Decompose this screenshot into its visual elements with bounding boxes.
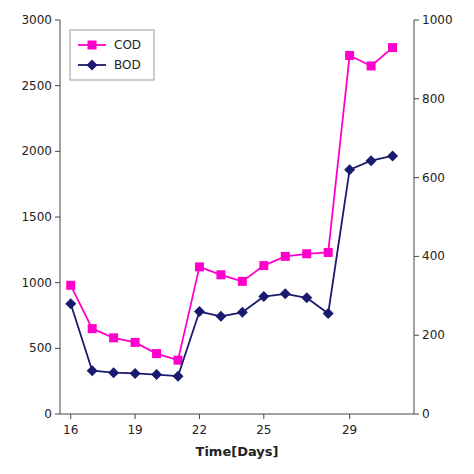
marker-diamond — [87, 60, 98, 71]
marker-diamond — [323, 308, 334, 319]
marker-diamond — [258, 291, 269, 302]
y2-tick-label: 1000 — [422, 13, 453, 27]
x-axis-label: Time[Days] — [196, 444, 279, 459]
y2-tick — [414, 414, 419, 415]
y-tick-label: 1500 — [21, 210, 52, 224]
x-tick-label: 22 — [192, 423, 207, 437]
x-tick-label: 25 — [256, 423, 271, 437]
marker-square — [131, 338, 140, 347]
y-tick — [55, 414, 60, 415]
y-tick — [55, 282, 60, 283]
y-tick — [55, 151, 60, 152]
marker-square — [88, 41, 97, 50]
y-tick — [55, 20, 60, 21]
marker-diamond — [215, 311, 226, 322]
legend-box — [70, 30, 154, 80]
y2-tick — [414, 256, 419, 257]
x-tick — [70, 414, 71, 419]
marker-diamond — [366, 155, 377, 166]
y-tick-label: 2500 — [21, 79, 52, 93]
x-tick — [263, 414, 264, 419]
marker-square — [367, 61, 376, 70]
x-tick — [349, 414, 350, 419]
y-tick-label: 1000 — [21, 276, 52, 290]
y2-tick-label: 400 — [422, 249, 445, 263]
marker-square — [238, 277, 247, 286]
marker-diamond — [194, 306, 205, 317]
marker-square — [345, 51, 354, 60]
y2-tick-label: 800 — [422, 92, 445, 106]
marker-square — [195, 262, 204, 271]
marker-diamond — [344, 164, 355, 175]
plot-area — [65, 43, 398, 382]
y2-axis-line — [414, 20, 415, 414]
marker-diamond — [301, 292, 312, 303]
marker-diamond — [387, 150, 398, 161]
legend-label: BOD — [114, 58, 141, 72]
marker-diamond — [151, 369, 162, 380]
legend-label: COD — [114, 38, 141, 52]
marker-square — [66, 281, 75, 290]
y-tick-label: 2000 — [21, 144, 52, 158]
marker-square — [281, 252, 290, 261]
y2-tick-label: 200 — [422, 328, 445, 342]
marker-diamond — [173, 371, 184, 382]
y2-tick — [414, 177, 419, 178]
y-tick — [55, 348, 60, 349]
y-tick — [55, 217, 60, 218]
marker-square — [324, 248, 333, 257]
y-tick-label: 500 — [29, 341, 52, 355]
y2-tick — [414, 20, 419, 21]
marker-square — [174, 356, 183, 365]
marker-diamond — [280, 288, 291, 299]
marker-diamond — [108, 367, 119, 378]
marker-diamond — [130, 368, 141, 379]
marker-square — [388, 43, 397, 52]
marker-square — [109, 333, 118, 342]
marker-square — [216, 270, 225, 279]
series-0 — [66, 43, 397, 365]
x-axis-line — [60, 414, 414, 415]
axes: 16 19 22 25 29 0 500 1000 1500 2000 2500 3000 0 200 40… — [21, 13, 452, 437]
marker-square — [88, 324, 97, 333]
y2-tick — [414, 335, 419, 336]
marker-diamond — [65, 298, 76, 309]
y2-tick-label: 0 — [422, 407, 430, 421]
y-tick-label: 0 — [44, 407, 52, 421]
marker-square — [152, 349, 161, 358]
x-tick — [199, 414, 200, 419]
x-tick — [135, 414, 136, 419]
x-tick-label: 19 — [127, 423, 142, 437]
series-line — [71, 156, 393, 376]
y2-tick — [414, 98, 419, 99]
x-tick-label: 29 — [342, 423, 357, 437]
marker-square — [259, 261, 268, 270]
y2-tick-label: 600 — [422, 171, 445, 185]
marker-diamond — [237, 307, 248, 318]
series-1 — [65, 150, 398, 381]
marker-square — [302, 249, 311, 258]
chart: 16 19 22 25 29 0 500 1000 1500 2000 2500 3000 0 200 40… — [0, 0, 474, 474]
y-tick — [55, 85, 60, 86]
marker-diamond — [87, 365, 98, 376]
x-tick-label: 16 — [63, 423, 78, 437]
legend: COD BOD — [70, 30, 154, 80]
y-tick-label: 3000 — [21, 13, 52, 27]
